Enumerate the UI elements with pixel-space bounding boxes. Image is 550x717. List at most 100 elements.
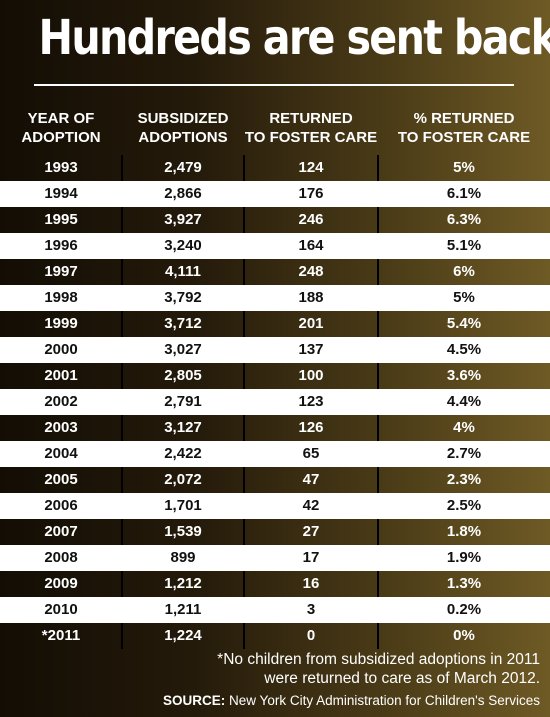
column-divider (121, 415, 123, 441)
percent-cell: 2.5% (446, 497, 482, 514)
year-cell: 1994 (44, 185, 78, 202)
column-divider (121, 311, 123, 337)
column-divider (243, 415, 245, 441)
column-divider (243, 155, 245, 181)
returned-cell: 100 (298, 367, 324, 384)
table-row: 1994 2,866 176 6.1% (0, 181, 550, 207)
returned-cell: 188 (298, 289, 324, 306)
year-cell: 1999 (44, 315, 78, 332)
year-cell: 1998 (44, 289, 78, 306)
year-cell: 2004 (44, 445, 78, 462)
adoptions-cell: 2,072 (164, 471, 202, 488)
adoptions-cell: 3,792 (164, 289, 202, 306)
returned-cell: 126 (298, 419, 324, 436)
column-divider (377, 311, 379, 337)
returned-cell: 27 (302, 523, 320, 540)
year-cell: 1995 (44, 211, 78, 228)
percent-cell: 2.7% (446, 445, 482, 462)
percent-cell: 6.1% (446, 185, 482, 202)
returned-cell: 123 (298, 393, 324, 410)
column-divider (243, 623, 245, 649)
returned-cell: 65 (302, 445, 320, 462)
year-cell: 2010 (44, 601, 78, 618)
column-divider (243, 571, 245, 597)
year-cell: 2007 (44, 523, 78, 540)
table-row: 2010 1,211 3 0.2% (0, 597, 550, 623)
year-cell: 2006 (44, 497, 78, 514)
returned-cell: 42 (302, 497, 320, 514)
column-divider (377, 363, 379, 389)
adoptions-cell: 4,111 (165, 263, 201, 280)
adoptions-cell: 3,927 (164, 211, 202, 228)
table-row: 2003 3,127 126 4% (0, 415, 550, 441)
adoptions-cell: 3,240 (164, 237, 202, 254)
column-header: YEAR OF ADOPTION (21, 110, 101, 146)
table-row: 2005 2,072 47 2.3% (0, 467, 550, 493)
percent-cell: 4% (453, 419, 475, 436)
adoptions-cell: 2,422 (164, 445, 202, 462)
table-row: 2004 2,422 65 2.7% (0, 441, 550, 467)
column-divider (121, 623, 123, 649)
column-divider (121, 571, 123, 597)
percent-cell: 1.9% (446, 549, 482, 566)
adoptions-cell: 3,027 (164, 341, 202, 358)
table-header: YEAR OF ADOPTION SUBSIDIZED ADOPTIONS RETU… (0, 101, 550, 155)
table-row: 1998 3,792 188 5% (0, 285, 550, 311)
table-row: 1999 3,712 201 5.4% (0, 311, 550, 337)
column-divider (121, 155, 123, 181)
returned-cell: 124 (298, 159, 324, 176)
percent-cell: 3.6% (446, 367, 482, 384)
column-divider (243, 207, 245, 233)
year-cell: 1993 (44, 159, 78, 176)
year-cell: 2009 (44, 575, 78, 592)
returned-cell: 164 (298, 237, 324, 254)
column-header: % RETURNED TO FOSTER CARE (397, 110, 531, 146)
chart-title: Hundreds are sent back (38, 10, 550, 66)
returned-cell: 0 (306, 627, 316, 644)
source-text: New York City Administration for Childre… (229, 693, 540, 708)
year-cell: 2002 (44, 393, 78, 410)
table-row: 2002 2,791 123 4.4% (0, 389, 550, 415)
adoptions-cell: 1,539 (164, 523, 202, 540)
year-cell: 2005 (44, 471, 78, 488)
returned-cell: 17 (302, 549, 320, 566)
percent-cell: 4.4% (446, 393, 482, 410)
returned-cell: 47 (302, 471, 320, 488)
year-cell: 1997 (44, 263, 78, 280)
percent-cell: 5% (453, 159, 475, 176)
returned-cell: 176 (298, 185, 324, 202)
percent-cell: 6.3% (446, 211, 482, 228)
column-divider (121, 519, 123, 545)
returned-cell: 248 (298, 263, 324, 280)
column-divider (377, 623, 379, 649)
year-cell: 1996 (44, 237, 78, 254)
column-divider (243, 519, 245, 545)
column-divider (377, 571, 379, 597)
column-divider (121, 363, 123, 389)
table-row: 1996 3,240 164 5.1% (0, 233, 550, 259)
adoptions-cell: 899 (170, 549, 196, 566)
percent-cell: 1.8% (446, 523, 482, 540)
year-cell: 2001 (44, 367, 78, 384)
adoptions-cell: 2,479 (164, 159, 202, 176)
adoptions-cell: 2,866 (164, 185, 202, 202)
table-row: 1997 4,111 248 6% (0, 259, 550, 285)
percent-cell: 5.1% (446, 237, 482, 254)
table-row: 2000 3,027 137 4.5% (0, 337, 550, 363)
adoptions-cell: 3,127 (164, 419, 202, 436)
table-row: 2001 2,805 100 3.6% (0, 363, 550, 389)
returned-cell: 201 (298, 315, 324, 332)
table-row: 1993 2,479 124 5% (0, 155, 550, 181)
percent-cell: 4.5% (446, 341, 482, 358)
table-row: 2008 899 17 1.9% (0, 545, 550, 571)
returned-cell: 246 (298, 211, 324, 228)
adoptions-cell: 2,791 (164, 393, 202, 410)
column-divider (377, 519, 379, 545)
column-divider (377, 207, 379, 233)
year-cell: 2008 (44, 549, 78, 566)
adoptions-cell: 1,211 (164, 601, 202, 618)
source-line: SOURCE: New York City Administration for… (100, 692, 540, 710)
percent-cell: 5% (453, 289, 475, 306)
adoptions-cell: 1,701 (164, 497, 202, 514)
year-cell: 2000 (44, 341, 78, 358)
